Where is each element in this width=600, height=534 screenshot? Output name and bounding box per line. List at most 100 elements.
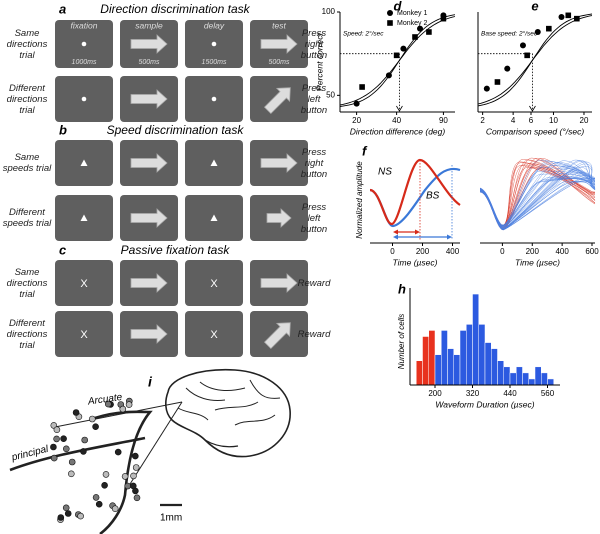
histogram-bar bbox=[541, 372, 548, 386]
motion-arrow bbox=[260, 34, 298, 54]
principal-sulcus bbox=[9, 436, 146, 472]
motion-arrow bbox=[130, 208, 168, 228]
cell-type-label: BS bbox=[426, 191, 440, 202]
x-tick-label: 0 bbox=[500, 247, 505, 256]
data-point bbox=[412, 34, 418, 40]
brain-drawing bbox=[9, 368, 291, 534]
screen bbox=[185, 260, 243, 306]
epoch-duration: 500ms bbox=[138, 59, 160, 66]
fixation-cross: X bbox=[210, 278, 218, 290]
recording-site bbox=[130, 472, 137, 480]
screen bbox=[55, 311, 113, 357]
x-tick-label: 400 bbox=[555, 247, 569, 256]
x-tick-label: 200 bbox=[526, 247, 540, 256]
data-point bbox=[524, 52, 530, 59]
data-point bbox=[534, 29, 541, 35]
sulcus-label: principal bbox=[10, 444, 51, 464]
row-response: Reward bbox=[297, 277, 331, 289]
row-response: Press left button bbox=[300, 201, 328, 235]
recording-site bbox=[111, 505, 119, 513]
bs-trace bbox=[479, 159, 596, 226]
histogram-bar bbox=[503, 366, 511, 386]
recording-site bbox=[132, 452, 139, 460]
histogram-bar bbox=[491, 348, 498, 386]
panel-letter: e bbox=[531, 0, 538, 13]
x-tick-label: 2 bbox=[480, 116, 485, 125]
data-point bbox=[574, 15, 580, 22]
motion-arrow bbox=[263, 322, 291, 350]
recording-site bbox=[89, 415, 96, 423]
row-response: Press left button bbox=[300, 82, 328, 116]
histogram-bar bbox=[484, 342, 492, 386]
recording-site bbox=[95, 500, 103, 508]
histogram-bar bbox=[428, 330, 436, 386]
data-point bbox=[504, 65, 511, 72]
y-axis-label: Normalized amplitude bbox=[355, 161, 364, 239]
row-label: Different speeds trial bbox=[2, 207, 52, 229]
fixation-triangle bbox=[80, 214, 88, 221]
motion-arrow bbox=[130, 153, 168, 173]
epoch-duration: 1000ms bbox=[72, 59, 97, 66]
data-point bbox=[519, 42, 526, 49]
fixation-triangle bbox=[210, 214, 218, 221]
motion-arrow bbox=[260, 273, 298, 293]
recording-site bbox=[125, 401, 133, 408]
recording-site bbox=[101, 481, 108, 489]
x-tick-label: 200 bbox=[416, 247, 430, 256]
data-point bbox=[483, 85, 490, 92]
brain-stem bbox=[204, 439, 239, 448]
panel-title: Direction discrimination task bbox=[100, 2, 250, 16]
fixation-cross: X bbox=[80, 329, 88, 341]
panel-letter: h bbox=[398, 281, 406, 296]
epoch-duration: 500ms bbox=[268, 59, 290, 66]
zoom-line bbox=[54, 401, 183, 428]
recording-site bbox=[124, 482, 131, 490]
x-axis-label: Time (µsec) bbox=[393, 257, 438, 267]
cell-type-label: NS bbox=[378, 167, 392, 178]
histogram-bar bbox=[497, 360, 504, 386]
recording-site bbox=[72, 409, 80, 416]
y-tick-label: 100 bbox=[322, 7, 336, 16]
x-tick-label: 4 bbox=[511, 116, 516, 125]
x-tick-label: 6 bbox=[529, 116, 534, 125]
motion-arrow bbox=[130, 273, 168, 293]
panel-title: Passive fixation task bbox=[121, 243, 231, 257]
data-point bbox=[359, 84, 365, 90]
motion-arrow bbox=[130, 324, 168, 344]
x-axis-label: Comparison speed (°/sec) bbox=[486, 126, 585, 136]
data-point bbox=[494, 79, 501, 85]
recording-site bbox=[92, 494, 100, 501]
row-response: Reward bbox=[297, 328, 331, 340]
panel-letter: i bbox=[148, 374, 153, 390]
arcuate-sulcus bbox=[94, 410, 153, 534]
y-axis-label: Number of cells bbox=[397, 314, 406, 370]
recording-site bbox=[64, 510, 72, 517]
histogram-bar bbox=[472, 293, 479, 386]
x-tick-label: 20 bbox=[580, 116, 589, 125]
panel-letter: c bbox=[59, 242, 67, 257]
recording-site bbox=[119, 405, 127, 413]
motion-arrow bbox=[260, 153, 298, 173]
recording-site bbox=[57, 514, 65, 521]
threshold-arrow bbox=[396, 105, 403, 112]
y-tick-label: 50 bbox=[326, 90, 335, 99]
ns-waveform bbox=[369, 158, 461, 226]
histogram-bar bbox=[528, 378, 536, 386]
recording-site bbox=[68, 458, 76, 466]
data-point bbox=[393, 52, 400, 59]
legend-label: Monkey 1 bbox=[397, 10, 427, 17]
recording-site bbox=[121, 473, 129, 480]
panel-title: Speed discrimination task bbox=[107, 123, 245, 137]
fit-curve bbox=[477, 15, 593, 105]
y-axis-label: Percent correct bbox=[314, 33, 324, 91]
histogram-bar bbox=[478, 324, 486, 386]
row-label: Same speeds trial bbox=[2, 152, 52, 174]
recording-site bbox=[130, 482, 137, 490]
legend-label: Monkey 2 bbox=[397, 20, 427, 27]
x-tick-label: 20 bbox=[352, 116, 361, 125]
motion-arrow bbox=[263, 87, 291, 115]
panel-note: Speed: 2°/sec bbox=[343, 30, 384, 38]
fixation-triangle bbox=[80, 159, 88, 166]
fixation-dot bbox=[81, 96, 87, 102]
